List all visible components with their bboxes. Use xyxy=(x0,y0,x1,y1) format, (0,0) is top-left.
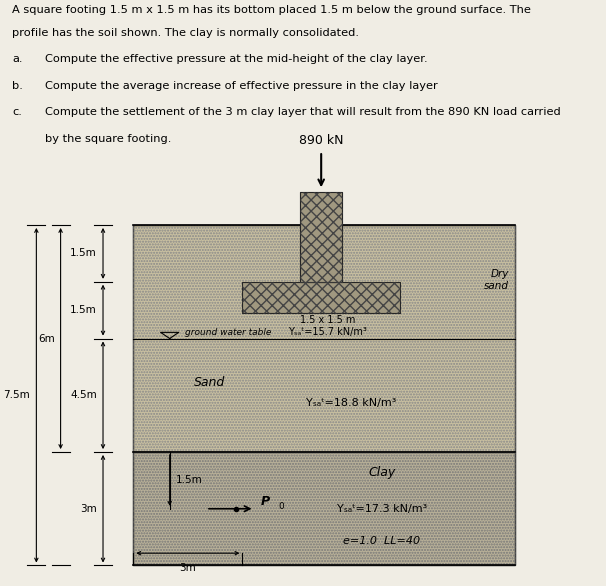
Text: Yₛₐᵗ=15.7 kN/m³: Yₛₐᵗ=15.7 kN/m³ xyxy=(288,328,367,338)
Text: a.: a. xyxy=(12,54,22,64)
Text: 1.5m: 1.5m xyxy=(70,248,97,258)
Text: 4.5m: 4.5m xyxy=(70,390,97,400)
Text: 6m: 6m xyxy=(38,333,55,343)
Bar xyxy=(242,282,400,313)
Bar xyxy=(300,192,342,282)
Text: by the square footing.: by the square footing. xyxy=(45,134,172,144)
Text: e=1.0  LL=40: e=1.0 LL=40 xyxy=(343,536,421,546)
Bar xyxy=(300,192,342,282)
Text: Compute the average increase of effective pressure in the clay layer: Compute the average increase of effectiv… xyxy=(45,81,438,91)
Text: Compute the effective pressure at the mid-height of the clay layer.: Compute the effective pressure at the mi… xyxy=(45,54,428,64)
Bar xyxy=(133,452,515,565)
Text: P: P xyxy=(261,495,270,507)
Text: c.: c. xyxy=(12,107,22,117)
Text: A square footing 1.5 m x 1.5 m has its bottom placed 1.5 m below the ground surf: A square footing 1.5 m x 1.5 m has its b… xyxy=(12,5,531,15)
Text: 7.5m: 7.5m xyxy=(4,390,30,400)
Bar xyxy=(242,282,400,313)
Text: Compute the settlement of the 3 m clay layer that will result from the 890 KN lo: Compute the settlement of the 3 m clay l… xyxy=(45,107,561,117)
Text: 3m: 3m xyxy=(179,564,196,574)
Bar xyxy=(133,452,515,565)
Text: ground water table: ground water table xyxy=(185,328,271,338)
Text: b.: b. xyxy=(12,81,23,91)
Text: Yₛₐᵗ=18.8 kN/m³: Yₛₐᵗ=18.8 kN/m³ xyxy=(306,398,397,408)
Text: Sand: Sand xyxy=(194,376,225,390)
Text: 3m: 3m xyxy=(80,504,97,514)
Text: 1.5 x 1.5 m: 1.5 x 1.5 m xyxy=(299,315,355,325)
Text: Clay: Clay xyxy=(368,466,395,479)
Text: Dry: Dry xyxy=(491,268,509,278)
Text: 1.5m: 1.5m xyxy=(70,305,97,315)
Text: profile has the soil shown. The clay is normally consolidated.: profile has the soil shown. The clay is … xyxy=(12,28,359,38)
Text: 0: 0 xyxy=(279,502,284,511)
Text: 1.5m: 1.5m xyxy=(176,475,202,485)
Bar xyxy=(133,225,515,452)
Text: Yₛₐᵗ=17.3 kN/m³: Yₛₐᵗ=17.3 kN/m³ xyxy=(337,504,427,514)
Text: 890 kN: 890 kN xyxy=(299,134,344,147)
Text: sand: sand xyxy=(484,281,509,291)
Bar xyxy=(133,225,515,452)
